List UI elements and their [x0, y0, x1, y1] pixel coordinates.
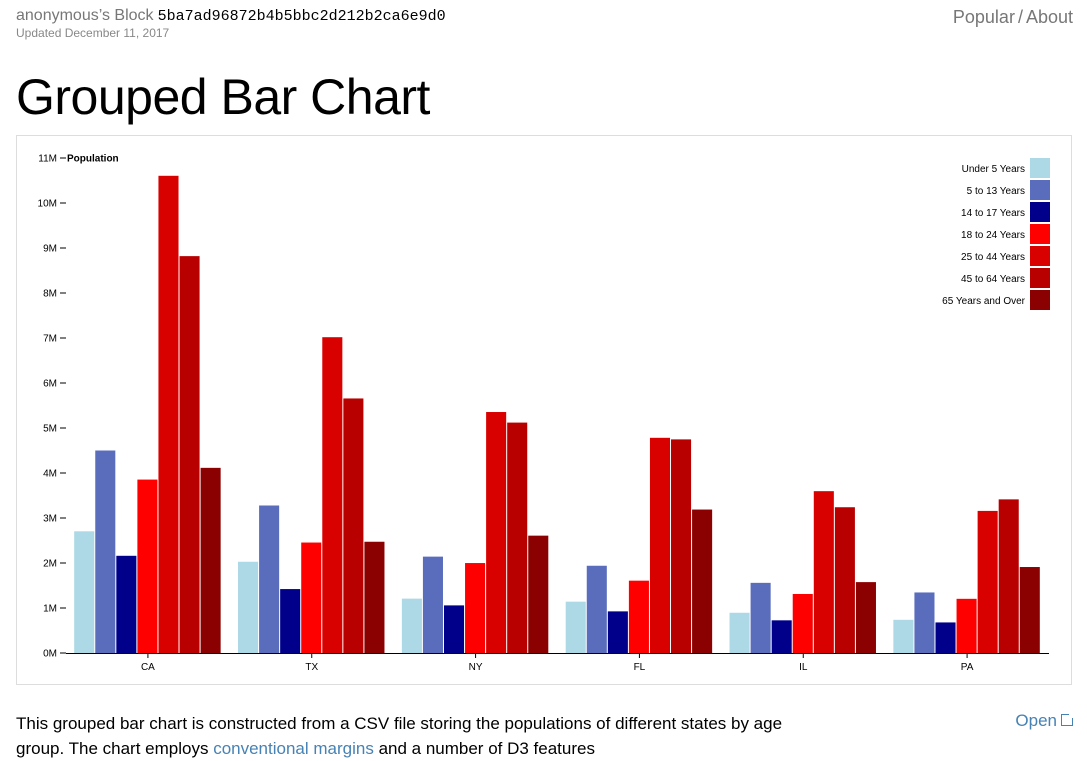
bar-fl-6 [692, 509, 713, 653]
legend-label: Under 5 Years [962, 164, 1025, 175]
bar-il-1 [750, 582, 771, 653]
bar-ny-1 [422, 556, 443, 653]
bar-ny-4 [486, 412, 507, 653]
y-tick-label: 3M [43, 514, 57, 525]
bar-ca-1 [95, 450, 116, 653]
x-tick-label: FL [634, 662, 646, 673]
description-text: This grouped bar chart is constructed fr… [16, 711, 796, 761]
y-axis-label: Population [67, 154, 119, 165]
y-tick-label: 7M [43, 334, 57, 345]
y-tick-label: 10M [38, 199, 57, 210]
bar-fl-1 [586, 565, 607, 653]
legend-swatch [1030, 290, 1050, 310]
grouped-bar-chart: 0M 1M 2M 3M 4M 5M 6M 7M 8M 9M 10M 11M Population CA TX… [38, 154, 1050, 673]
bar-tx-0 [238, 561, 259, 653]
bar-ca-3 [137, 479, 158, 653]
description-end: and a number of D3 features [373, 739, 595, 758]
bar-tx-1 [259, 505, 280, 653]
top-nav: Popular / About [953, 7, 1073, 28]
bar-il-3 [792, 593, 813, 653]
legend-swatch [1030, 202, 1050, 222]
open-link-label: Open [1015, 711, 1057, 730]
x-tick-label: CA [141, 662, 155, 673]
author-block-link[interactable]: anonymous’s Block [16, 7, 154, 24]
bar-ny-5 [507, 422, 528, 653]
y-tick-label: 5M [43, 424, 57, 435]
bar-ny-2 [443, 605, 465, 653]
bar-fl-5 [671, 439, 692, 653]
legend-swatch [1030, 180, 1050, 200]
nav-separator: / [1017, 7, 1023, 27]
legend-swatch [1030, 268, 1050, 288]
bar-fl-2 [607, 611, 628, 653]
bar-fl-4 [649, 437, 671, 653]
legend-label: 18 to 24 Years [961, 230, 1025, 241]
y-tick-label: 1M [43, 604, 57, 615]
nav-popular-link[interactable]: Popular [952, 7, 1015, 27]
y-tick-label: 0M [43, 649, 57, 660]
bar-ny-0 [401, 598, 422, 653]
legend-swatch [1030, 158, 1050, 178]
bar-pa-6 [1019, 567, 1040, 653]
legend-label: 65 Years and Over [942, 296, 1026, 307]
chart-frame: 0M 1M 2M 3M 4M 5M 6M 7M 8M 9M 10M 11M Population CA TX… [16, 135, 1072, 685]
page-header: anonymous’s Block 5ba7ad96872b4b5bbc2d212… [16, 7, 1073, 47]
bar-ca-2 [116, 555, 137, 653]
y-tick-label: 11M [38, 154, 57, 165]
bar-fl-3 [628, 580, 649, 653]
bar-pa-3 [956, 598, 977, 653]
page-title: Grouped Bar Chart [16, 69, 430, 125]
block-info: anonymous’s Block 5ba7ad96872b4b5bbc2d212… [16, 7, 1073, 25]
y-tick-label: 9M [43, 244, 57, 255]
conventional-margins-link[interactable]: conventional margins [213, 739, 374, 758]
bar-ny-6 [528, 535, 549, 653]
bar-pa-5 [998, 499, 1019, 653]
bar-ca-4 [158, 175, 179, 653]
bar-il-0 [729, 612, 750, 653]
bar-il-4 [813, 491, 834, 653]
y-tick-label: 2M [43, 559, 57, 570]
external-link-icon [1061, 712, 1075, 726]
nav-about-link[interactable]: About [1025, 7, 1073, 27]
x-tick-label: IL [799, 662, 808, 673]
x-tick-label: PA [961, 662, 974, 673]
bar-ca-6 [200, 467, 221, 653]
x-tick-label: NY [469, 662, 483, 673]
bar-ca-5 [179, 256, 200, 653]
bar-tx-4 [322, 337, 343, 653]
bar-tx-6 [364, 541, 385, 653]
y-tick-label: 4M [43, 469, 57, 480]
updated-date: Updated December 11, 2017 [16, 26, 170, 40]
legend-swatch [1030, 246, 1050, 266]
bar-tx-2 [280, 589, 301, 653]
y-tick-label: 6M [43, 379, 57, 390]
open-link[interactable]: Open [1015, 711, 1075, 731]
y-tick-label: 8M [43, 289, 57, 300]
bar-pa-2 [935, 622, 956, 653]
bar-pa-4 [977, 510, 998, 653]
gist-id: 5ba7ad96872b4b5bbc2d212b2ca6e9d0 [157, 8, 446, 25]
bar-pa-1 [914, 592, 935, 653]
bar-il-2 [771, 620, 792, 653]
x-tick-label: TX [305, 662, 318, 673]
legend-swatch [1030, 224, 1050, 244]
bar-tx-5 [343, 398, 364, 653]
legend-label: 45 to 64 Years [961, 274, 1025, 285]
bar-ny-3 [465, 563, 486, 653]
bar-il-5 [834, 507, 855, 653]
bar-tx-3 [301, 542, 322, 653]
legend-label: 5 to 13 Years [967, 186, 1025, 197]
bar-ca-0 [74, 531, 95, 653]
bar-fl-0 [565, 601, 586, 653]
legend-label: 14 to 17 Years [961, 208, 1025, 219]
bar-pa-0 [893, 619, 914, 653]
legend-label: 25 to 44 Years [961, 252, 1025, 263]
bar-il-6 [855, 582, 876, 653]
